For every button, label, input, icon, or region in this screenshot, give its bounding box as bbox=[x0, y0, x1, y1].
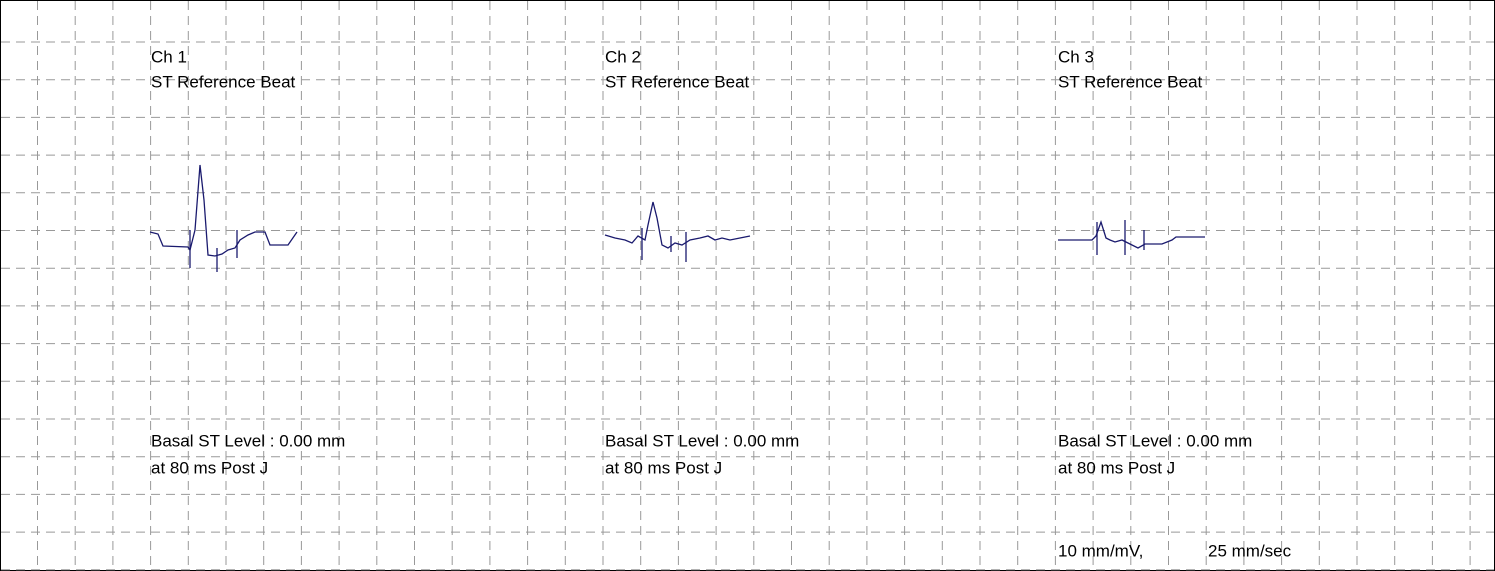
basal-level: Basal ST Level : 0.00 mm bbox=[605, 431, 799, 450]
channel-subtitle: ST Reference Beat bbox=[151, 72, 296, 91]
waveform bbox=[149, 164, 298, 257]
channel-label: Ch 3 bbox=[1058, 47, 1094, 66]
gain: 10 mm/mV, bbox=[1058, 541, 1143, 560]
post-j: at 80 ms Post J bbox=[605, 458, 722, 477]
channel-label: Ch 2 bbox=[605, 47, 641, 66]
post-j: at 80 ms Post J bbox=[1058, 458, 1175, 477]
speed: 25 mm/sec bbox=[1208, 541, 1292, 560]
waveform bbox=[1058, 219, 1205, 249]
basal-level: Basal ST Level : 0.00 mm bbox=[151, 431, 345, 450]
channel-label: Ch 1 bbox=[151, 47, 187, 66]
post-j: at 80 ms Post J bbox=[151, 458, 268, 477]
channel-subtitle: ST Reference Beat bbox=[1058, 72, 1203, 91]
basal-level: Basal ST Level : 0.00 mm bbox=[1058, 431, 1252, 450]
channel-subtitle: ST Reference Beat bbox=[605, 72, 750, 91]
waveform bbox=[604, 201, 751, 249]
